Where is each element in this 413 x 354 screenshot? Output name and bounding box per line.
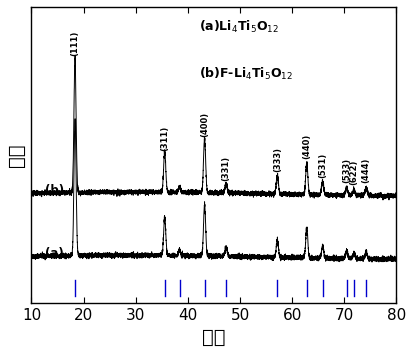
Text: (331): (331) [222,156,231,181]
Text: (a): (a) [45,247,63,261]
Y-axis label: 强度: 强度 [7,143,26,166]
Text: (a)Li$_4$Ti$_5$O$_{12}$: (a)Li$_4$Ti$_5$O$_{12}$ [199,19,279,35]
Text: (111): (111) [71,30,80,56]
Text: (400): (400) [200,112,209,137]
Text: (531): (531) [318,152,327,178]
Text: (311): (311) [160,125,169,150]
Text: (440): (440) [302,133,311,159]
Text: (622): (622) [349,160,358,185]
X-axis label: 角度: 角度 [202,328,226,347]
Text: (b)F-Li$_4$Ti$_5$O$_{12}$: (b)F-Li$_4$Ti$_5$O$_{12}$ [199,66,294,82]
Text: (444): (444) [362,158,371,183]
Text: (b): (b) [45,184,64,197]
Text: (533): (533) [342,158,351,183]
Text: (333): (333) [273,147,282,172]
